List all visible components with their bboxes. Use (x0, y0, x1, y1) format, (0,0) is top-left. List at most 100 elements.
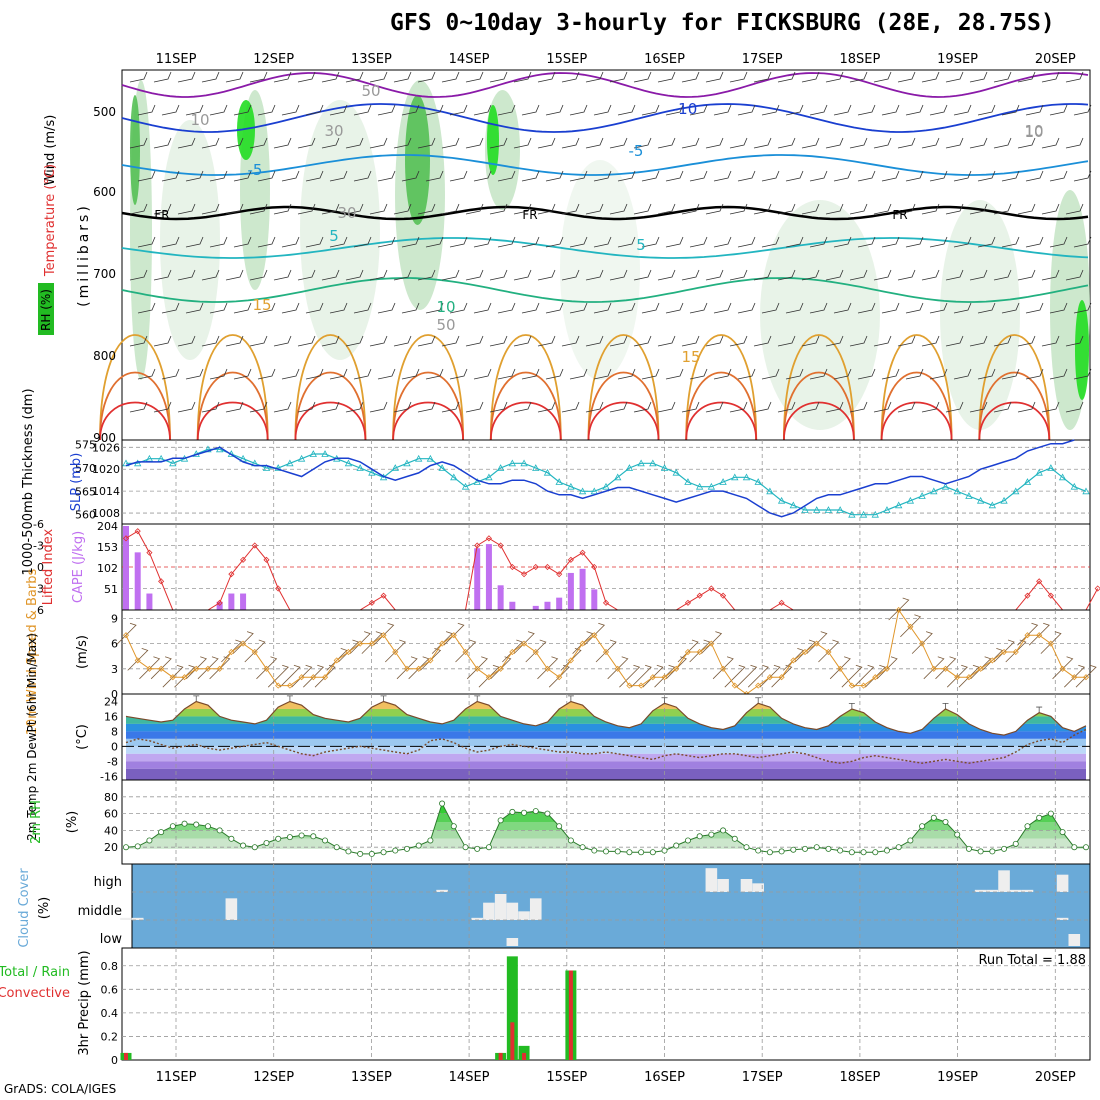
upper-wind-barb (857, 302, 876, 314)
upper-wind-barb (753, 203, 772, 215)
rh-marker (204, 823, 211, 830)
lifted-index-marker (1036, 578, 1043, 585)
rh-shading-region (405, 95, 430, 225)
bottom-date-label: 20SEP (1035, 1070, 1076, 1085)
contour-label: 50 (361, 82, 380, 100)
upper-wind-barb (825, 335, 844, 347)
thickness-marker (520, 459, 528, 467)
upper-wind-barb (201, 71, 220, 83)
thickness-tick-label: 575 (75, 439, 96, 452)
rh-marker (158, 829, 165, 836)
temp-band (126, 723, 1086, 732)
wind-speed-marker (837, 665, 844, 672)
cape-bar (146, 593, 153, 610)
upper-wind-barb (209, 236, 228, 248)
wind-speed-marker (813, 640, 820, 647)
upper-wind-barb (897, 335, 916, 347)
upper-wind-barb (849, 137, 868, 149)
upper-wind-barb (473, 170, 492, 182)
rh-shading-region (940, 200, 1020, 430)
temp-contour-25 (880, 401, 953, 441)
upper-wind-barb (353, 236, 372, 248)
rh-shading-region (760, 200, 880, 430)
upper-wind-barb (945, 269, 964, 281)
temp-contour-15 (978, 334, 1051, 441)
upper-wind-barb (353, 368, 372, 380)
upper-wind-barb (849, 269, 868, 281)
upper-wind-barb (225, 269, 244, 281)
upper-wind-barb (297, 335, 316, 347)
wind10-speed-line (125, 608, 1086, 695)
upper-wind-barb (1065, 401, 1084, 413)
upper-wind-barb (953, 170, 972, 182)
precip-tick-label: 0 (111, 1054, 118, 1067)
rh-shading-region (560, 160, 640, 380)
upper-wind-barb (929, 104, 948, 116)
precip-axis-label: 3hr Precip (mm) (77, 950, 92, 1055)
wind-tick-label: 9 (111, 612, 118, 625)
upper-wind-barb (1017, 269, 1036, 281)
cloud-block-middle (225, 898, 238, 920)
upper-wind-barb (833, 170, 852, 182)
upper-wind-barb (753, 401, 772, 413)
upper-wind-barb (257, 104, 276, 116)
upper-wind-barb (1049, 104, 1068, 116)
upper-wind-barb (969, 401, 988, 413)
precip-convective-bar (124, 1052, 128, 1060)
wind-speed-marker (954, 674, 961, 681)
upper-wind-barb (137, 368, 156, 380)
cape-bar (591, 589, 598, 610)
upper-wind-barb (617, 236, 636, 248)
top-date-label: 18SEP (839, 52, 880, 67)
upper-wind-barb (929, 368, 948, 380)
lifted-index-tick-label: 6 (37, 604, 44, 617)
upper-wind-barb (569, 170, 588, 182)
wind-speed-marker (649, 674, 656, 681)
lifted-index-marker (240, 556, 247, 563)
wind-speed-marker (778, 674, 785, 681)
wind-barb (736, 664, 758, 688)
thickness-marker (532, 464, 540, 471)
upper-wind-barb (585, 269, 604, 281)
temp2m-line (125, 700, 1087, 736)
upper-wind-barb (665, 236, 684, 248)
wind-barb (818, 639, 840, 663)
rh-marker (415, 842, 422, 849)
upper-wind-barb (225, 401, 244, 413)
upper-wind-barb (137, 170, 156, 182)
upper-wind-barb (929, 170, 948, 182)
upper-wind-barb (369, 269, 388, 281)
upper-wind-barb (233, 104, 252, 116)
lifted-index-tick-label: -3 (33, 540, 44, 553)
rh-marker (684, 837, 691, 844)
upper-wind-barb (297, 71, 316, 83)
cloud-middle-label: middle (78, 904, 122, 919)
top-date-label: 12SEP (253, 52, 294, 67)
upper-wind-barb (497, 236, 516, 248)
upper-wind-barb (1025, 236, 1044, 248)
upper-wind-barb (521, 170, 540, 182)
thickness-marker (859, 510, 868, 518)
slp-tick-label: 1008 (92, 507, 120, 520)
wind-speed-marker (544, 665, 551, 672)
upper-wind-barb (257, 236, 276, 248)
upper-wind-barb (969, 137, 988, 149)
upper-wind-barb (849, 401, 868, 413)
upper-wind-barb (857, 170, 876, 182)
upper-wind-barb (249, 203, 268, 215)
thickness-marker (941, 482, 950, 490)
upper-wind-barb (633, 71, 652, 83)
rh-marker (919, 823, 926, 830)
upper-wind-barb (809, 170, 828, 182)
upper-wind-barb (609, 401, 628, 413)
upper-wind-barb (689, 302, 708, 314)
rh-marker (895, 844, 902, 851)
bottom-date-label: 13SEP (351, 1070, 392, 1085)
rh-marker (591, 847, 598, 854)
upper-wind-barb (161, 302, 180, 314)
wind-speed-marker (1024, 632, 1031, 639)
wind-speed-marker (228, 648, 235, 656)
upper-wind-barb (425, 170, 444, 182)
temp-tick-label: 0 (111, 740, 118, 753)
upper-wind-barb (657, 401, 676, 413)
